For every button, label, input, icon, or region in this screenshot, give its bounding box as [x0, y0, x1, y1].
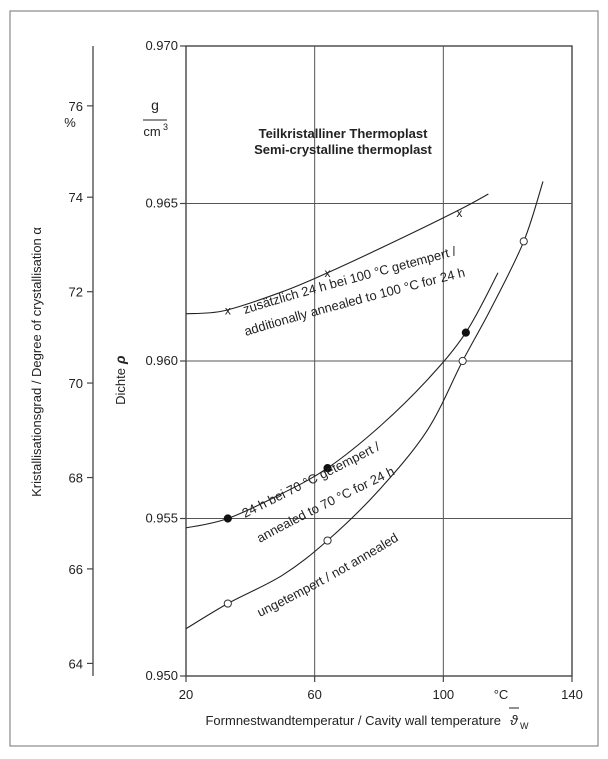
y-unit-denominator: cm	[143, 124, 160, 139]
density-tick-label: 0.960	[145, 353, 178, 368]
x-axis-symbol: ϑ	[510, 712, 519, 728]
temperature-tick-label: 140	[561, 687, 583, 702]
series-1-point: x	[456, 206, 462, 220]
x-unit: °C	[494, 687, 509, 702]
density-axis-label: Dichte	[113, 368, 128, 405]
temperature-axis-ticks: 20 60 100 140	[179, 676, 583, 702]
series-3-point	[324, 537, 331, 544]
x-axis-symbol-subscript: W	[520, 721, 529, 731]
x-axis-label: Formnestwandtemperatur / Cavity wall tem…	[205, 713, 501, 728]
density-tick-label: 0.970	[145, 38, 178, 53]
crystallisation-axis-label: Kristallisationsgrad / Degree of crystal…	[29, 227, 44, 497]
series-3-point	[520, 238, 527, 245]
temperature-tick-label: 60	[307, 687, 321, 702]
density-tick-label: 0.965	[145, 196, 178, 211]
crystallisation-tick-label: 70	[69, 376, 83, 391]
crystallisation-unit: %	[64, 115, 76, 130]
temperature-tick-label: 20	[179, 687, 193, 702]
crystallisation-tick-label: 76	[69, 99, 83, 114]
series-1-point: x	[225, 304, 231, 318]
crystallisation-tick-label: 66	[69, 562, 83, 577]
y-unit-numerator: g	[151, 97, 159, 113]
figure-border	[10, 11, 598, 746]
series-2-point	[462, 329, 469, 336]
density-tick-label: 0.950	[145, 668, 178, 683]
density-axis-symbol: ρ	[112, 355, 128, 365]
density-tick-label: 0.955	[145, 511, 178, 526]
crystallisation-tick-label: 74	[69, 190, 83, 205]
temperature-tick-label: 100	[432, 687, 454, 702]
series-3-point	[224, 600, 231, 607]
series-3-point	[459, 357, 466, 364]
crystallisation-axis-ticks: 64 66 68 70 72 74 76	[69, 99, 93, 672]
series-2-point	[224, 515, 231, 522]
y-unit-exponent: 3	[163, 122, 168, 132]
crystallisation-tick-label: 64	[69, 656, 83, 671]
crystallisation-tick-label: 72	[69, 285, 83, 300]
crystallisation-tick-label: 68	[69, 471, 83, 486]
chart-subtitle: Semi-crystalline thermoplast	[254, 142, 432, 157]
chart-title: Teilkristalliner Thermoplast	[259, 126, 428, 141]
